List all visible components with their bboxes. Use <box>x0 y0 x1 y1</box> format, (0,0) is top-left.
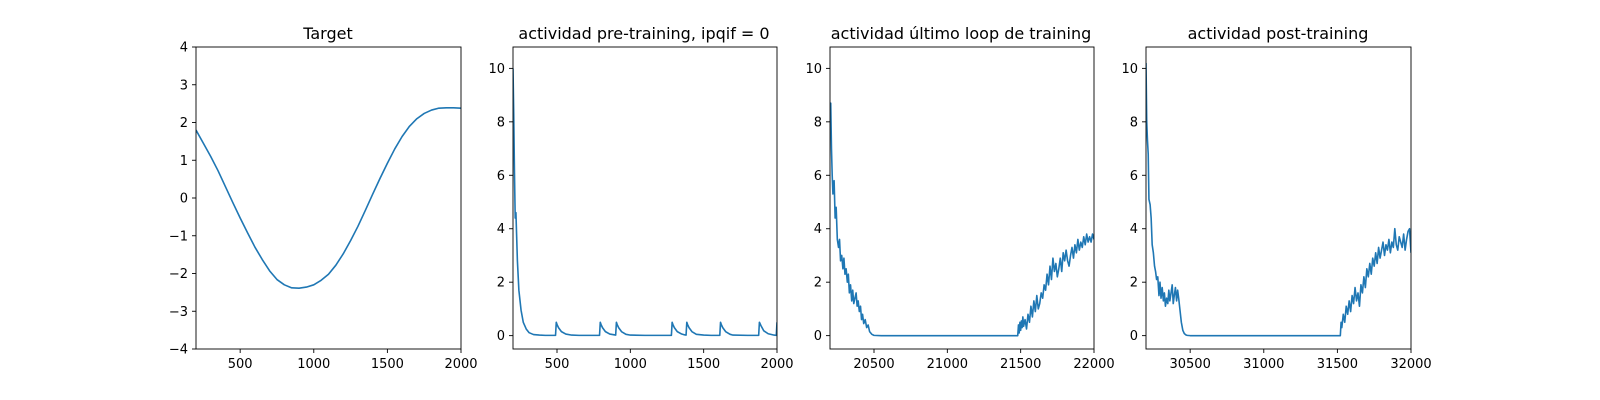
y-tick-label: 0 <box>814 329 822 344</box>
y-tick-label: 0 <box>497 329 505 344</box>
y-tick-label: 10 <box>1121 62 1138 77</box>
x-tick-label: 2000 <box>760 357 793 372</box>
y-tick-label: 6 <box>814 169 822 184</box>
y-tick-label: −2 <box>169 267 188 282</box>
subplot-4-title: actividad post-training <box>1188 24 1369 43</box>
y-tick-label: 0 <box>180 192 188 207</box>
y-tick-label: 8 <box>497 115 505 130</box>
x-tick-label: 21500 <box>1000 357 1041 372</box>
x-tick-label: 500 <box>228 357 253 372</box>
y-tick-label: 4 <box>497 222 505 237</box>
y-tick-label: 1 <box>180 154 188 169</box>
x-tick-label: 30500 <box>1169 357 1210 372</box>
x-tick-label: 32000 <box>1390 357 1431 372</box>
y-tick-label: −3 <box>169 305 188 320</box>
subplot-1-series-line <box>196 106 461 290</box>
y-tick-label: 2 <box>497 276 505 291</box>
x-tick-label: 500 <box>545 357 570 372</box>
y-tick-label: 3 <box>180 78 188 93</box>
subplot-4-plot: 30500 31000 31500 32000 0 2 4 6 8 10 <box>1121 46 1432 372</box>
y-tick-label: 4 <box>1130 222 1138 237</box>
subplot-3-plot: 20500 21000 21500 22000 0 2 4 6 8 10 <box>805 46 1115 372</box>
subplot-2-axes-frame <box>512 46 778 350</box>
y-tick-label: 2 <box>814 276 822 291</box>
y-tick-label: 6 <box>1130 169 1138 184</box>
y-tick-label: 6 <box>497 169 505 184</box>
x-tick-label: 1000 <box>297 357 330 372</box>
y-tick-label: 0 <box>1130 329 1138 344</box>
y-tick-label: −1 <box>169 229 188 244</box>
subplot-2: actividad pre-training, ipqif = 0 500 100… <box>488 24 793 372</box>
x-tick-label: 31000 <box>1243 357 1284 372</box>
x-tick-label: 1500 <box>371 357 404 372</box>
x-tick-label: 1000 <box>614 357 647 372</box>
subplot-2-title: actividad pre-training, ipqif = 0 <box>518 24 769 43</box>
subplot-3-series-line <box>830 102 1094 337</box>
subplot-3-axes-frame <box>829 46 1095 350</box>
subplot-1-title: Target <box>302 24 353 43</box>
subplot-4-series-line <box>1146 63 1411 337</box>
y-tick-label: 10 <box>805 62 822 77</box>
subplot-3: actividad último loop de training 20500 2… <box>805 24 1114 372</box>
subplot-2-series-line <box>513 68 777 337</box>
y-tick-label: 10 <box>488 62 505 77</box>
subplot-4: actividad post-training 30500 31000 31500 3… <box>1121 24 1431 372</box>
y-tick-label: 2 <box>1130 276 1138 291</box>
y-tick-label: 2 <box>180 116 188 131</box>
subplot-3-title: actividad último loop de training <box>831 24 1092 43</box>
y-tick-label: 4 <box>180 41 188 56</box>
x-tick-label: 20500 <box>853 357 894 372</box>
x-tick-label: 1500 <box>687 357 720 372</box>
x-tick-label: 21000 <box>927 357 968 372</box>
y-tick-label: 8 <box>1130 115 1138 130</box>
subplot-1: Target 500 1000 1500 2000 −4 −3 −2 −1 0 1 2 3 4 <box>169 24 478 372</box>
y-tick-label: −4 <box>169 343 188 358</box>
x-tick-label: 22000 <box>1073 357 1114 372</box>
x-tick-label: 2000 <box>444 357 477 372</box>
subplot-2-plot: 500 1000 1500 2000 0 2 4 6 8 10 <box>488 46 794 372</box>
y-tick-label: 8 <box>814 115 822 130</box>
x-tick-label: 31500 <box>1317 357 1358 372</box>
subplot-1-plot: 500 1000 1500 2000 −4 −3 −2 −1 0 1 2 3 4 <box>169 41 478 373</box>
y-tick-label: 4 <box>814 222 822 237</box>
subplot-4-axes-frame <box>1145 46 1412 350</box>
